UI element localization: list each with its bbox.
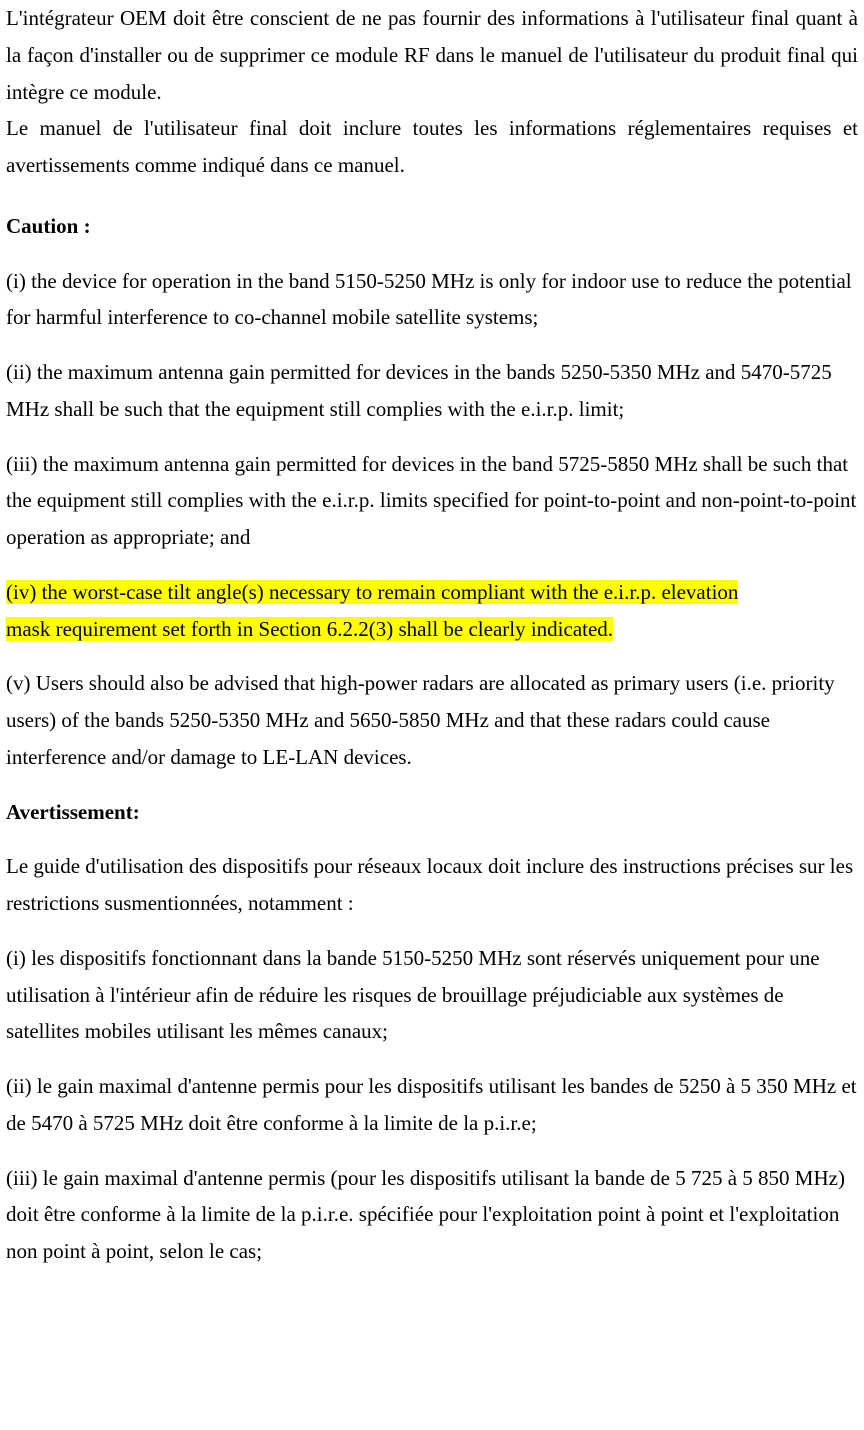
intro-paragraph-1: L'intégrateur OEM doit être conscient de… (6, 0, 858, 110)
avertissement-heading: Avertissement: (6, 794, 858, 831)
caution-item-iv-highlight-line2: mask requirement set forth in Section 6.… (6, 617, 613, 641)
caution-heading: Caution : (6, 208, 858, 245)
avertissement-intro: Le guide d'utilisation des dispositifs p… (6, 848, 858, 922)
avertissement-item-ii: (ii) le gain maximal d'antenne permis po… (6, 1068, 858, 1142)
intro-paragraph-2: Le manuel de l'utilisateur final doit in… (6, 110, 858, 184)
caution-item-iv: (iv) the worst-case tilt angle(s) necess… (6, 574, 858, 648)
caution-item-i: (i) the device for operation in the band… (6, 263, 858, 337)
avertissement-item-iii: (iii) le gain maximal d'antenne permis (… (6, 1160, 858, 1270)
caution-item-ii: (ii) the maximum antenna gain permitted … (6, 354, 858, 428)
caution-item-iv-highlight-line1: (iv) the worst-case tilt angle(s) necess… (6, 580, 738, 604)
avertissement-item-i: (i) les dispositifs fonctionnant dans la… (6, 940, 858, 1050)
caution-item-iii: (iii) the maximum antenna gain permitted… (6, 446, 858, 556)
caution-item-v: (v) Users should also be advised that hi… (6, 665, 858, 775)
